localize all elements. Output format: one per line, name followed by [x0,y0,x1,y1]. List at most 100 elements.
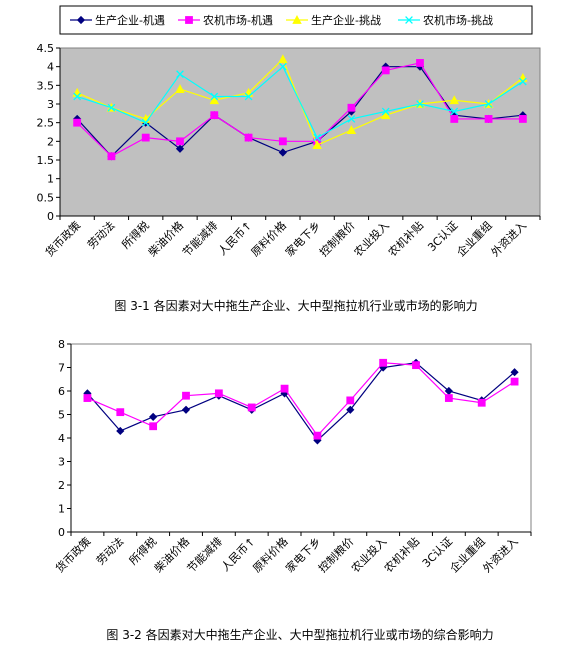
chart-1-series-4-point [141,118,150,127]
chart-2-series-2-point [444,394,453,402]
chart-1-series-4-point-b [381,107,390,116]
legend-label-4: 农机市场-挑战 [423,13,493,27]
chart-1-series-4-point-b [313,133,322,142]
chart-1-series-4-point-b [107,103,116,112]
chart-1-ytick-label: 2 [47,135,54,148]
chart-2-xtick-label: 家电下乡 [283,534,324,575]
chart-1-series-4-point-b [244,92,253,101]
chart-2-xtick-label: 货币政策 [53,534,94,575]
chart-1-series-3-point [380,110,391,120]
chart-1-series-4-point [484,100,493,108]
legend-label-3: 生产企业-挑战 [311,13,381,27]
chart-1-series-1-point [175,144,185,153]
chart-2-series-2-point [379,358,388,367]
chart-1-xtick-label: 节能减排 [179,218,220,259]
chart-2-xtick-label: 劳动法 [93,534,126,567]
chart-1-marks: 0 0.5 1 1.5 2 2.5 3 3.5 4 4.5 货币政策 劳动法 所得税柴油价格节能减排人民… [37,42,541,259]
chart-2-plot-area [70,343,532,533]
chart-1-series-2-point [141,133,150,142]
chart-2-series-2-point [83,394,92,402]
chart-1-ytick-label: 0.5 [37,191,55,204]
chart-2-ytick-label: 7 [58,362,65,375]
chart-1-series-2-line [76,62,523,158]
chart-1: 生产企业-机遇 农机市场-机遇 生产企业-挑战 农机市场-挑战 0 0.5 1 1.5 2 2.… [37,5,541,313]
chart-2-series-1-line [86,362,515,442]
chart-1-xtick-label: 农业投入 [351,218,392,259]
chart-2-series-1-point [510,368,519,377]
chart-1-series-2-point [416,59,424,67]
chart-2-xtick-label: 控制粮价 [315,534,356,575]
legend-marker-2 [185,16,193,24]
chart-1-series-3-point [175,84,185,93]
chart-1-xtick-label: 柴油价格 [145,218,186,259]
chart-1-ytick-label: 1.5 [37,154,55,167]
chart-1-ytick-label: 2.5 [37,117,55,130]
chart-1-series-1-point [278,148,287,157]
chart-1-series-4-point [210,92,219,101]
chart-1-series-3-point [278,54,288,64]
legend-label-2: 农机市场-机遇 [203,13,273,27]
legend-marker-1 [76,15,86,25]
chart-1-series-2-point [450,115,459,123]
chart-2-series-2-point [313,431,322,440]
chart-2-series-2-point [247,403,256,412]
chart-1-series-2-point [347,103,356,112]
chart-2-series-2-point [116,408,125,417]
chart-1-ytick-label: 3 [47,98,54,111]
chart-2-series-2-point [477,398,486,407]
chart-1-series-4-point [244,92,253,101]
chart-2-xtick-label: 农业投入 [348,534,389,575]
chart-1-caption: 图 3-1 各因素对大中拖生产企业、大中型拖拉机行业或市场的影响力 [114,298,477,313]
chart-1-series-4-point [107,103,116,112]
chart-1-series-4-point-b [484,100,493,108]
chart-1-series-2-point [107,152,116,161]
chart-1-series-2-point [381,66,390,75]
chart-2-series-2-line [87,362,515,437]
chart-2-ytick-label: 1 [58,503,65,516]
chart-2-series-2-point [182,391,190,400]
chart-2-ytick-label: 8 [58,338,65,351]
chart-1-series-2-point [278,137,287,146]
chart-2-xtick-label: 原料价格 [250,534,291,575]
chart-1-series-1-line [76,66,523,158]
chart-1-ytick-label: 4.5 [37,42,55,55]
chart-1-series-4-point [313,133,322,142]
chart-1-series-2-point [244,133,253,142]
chart-1-series-4-point [450,107,459,116]
chart-1-xtick-label: 劳动法 [84,218,117,251]
chart-1-series-4-point [381,107,390,116]
chart-1-xtick-label: 原料价格 [248,218,289,259]
chart-1-series-4-point-b [416,100,424,108]
chart-2-series-1-point [149,412,158,421]
chart-2-xtick-label: 柴油价格 [151,534,192,575]
legend-label-1: 生产企业-机遇 [95,13,165,27]
chart-2-ytick-label: 0 [58,526,65,539]
chart-2-series-2-point [346,396,355,405]
chart-2-series-1-point [181,405,191,414]
chart-1-ytick-label: 0 [47,210,54,223]
chart-1-series-3-point [346,125,357,135]
chart-1-legend: 生产企业-机遇 农机市场-机遇 生产企业-挑战 农机市场-挑战 [70,13,493,27]
chart-2-ytick-label: 5 [58,409,65,422]
chart-2-xtick-label: 外资进入 [480,535,520,575]
chart-1-series-4-point [416,100,424,108]
chart-1-series-4-line [76,65,524,139]
chart-2-xtick-label: 企业重组 [447,534,488,575]
legend-marker-4-b [405,16,413,24]
chart-2-xtick-label: 农机补贴 [381,534,422,575]
chart-1-series-2-point [484,115,493,123]
chart-1-xtick-label: 货币政策 [42,218,83,259]
legend-marker-4 [405,16,413,24]
chart-1-series-4-point [518,77,527,86]
chart-1-series-4-point-b [278,62,287,71]
chart-1-series-4-point [347,115,356,123]
chart-1-series-3-point [449,95,460,105]
chart-2-series-2-point [510,377,519,386]
chart-1-series-4-point-b [176,70,184,78]
chart-2-series-2-point [412,361,420,370]
chart-1-series-4-point [176,70,184,78]
chart-1-series-4-point-b [347,115,356,123]
chart-1-series-4-point-b [518,77,527,86]
chart-1-ytick-label: 4 [47,61,54,74]
